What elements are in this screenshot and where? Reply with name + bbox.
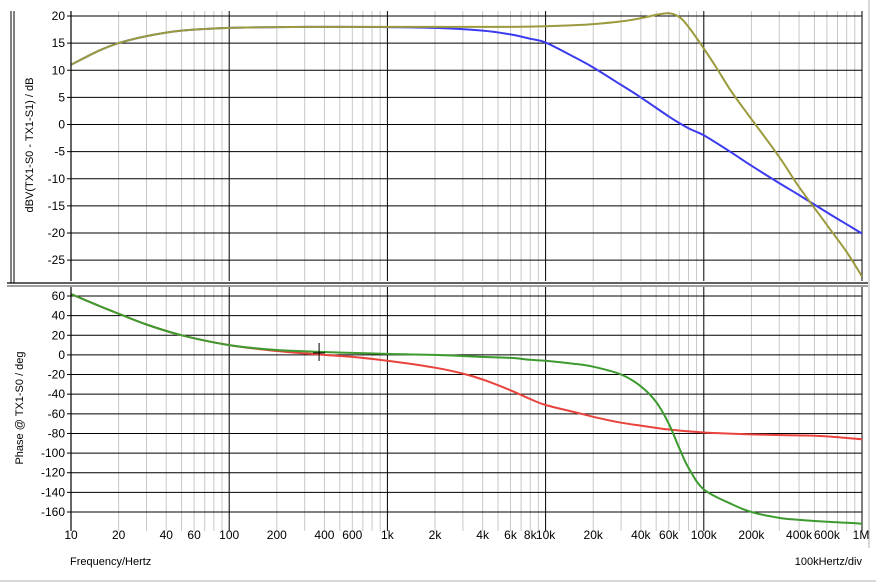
x-tick-label: 2k	[429, 528, 443, 542]
y-tick-label: -40	[48, 387, 66, 401]
y-tick-label: 15	[52, 36, 66, 50]
x-tick-label: 40k	[631, 528, 651, 542]
y-tick-label: -20	[48, 226, 66, 240]
x-tick-label: 40	[160, 528, 174, 542]
phase-series-line-2	[71, 293, 862, 525]
x-tick-label: 100k	[691, 528, 718, 542]
y-tick-label: -160	[41, 505, 65, 519]
cursor-crosshair	[313, 342, 326, 361]
y-tick-label: -120	[41, 466, 65, 480]
x-tick-label: 200k	[738, 528, 765, 542]
y-tick-label: -60	[48, 407, 66, 421]
x-tick-label: 4k	[476, 528, 490, 542]
x-tick-label: 20	[112, 528, 126, 542]
y-tick-label: 0	[58, 348, 65, 362]
y-tick-label: -20	[48, 368, 66, 382]
y-tick-label: -80	[48, 426, 66, 440]
y-tick-label: -5	[54, 145, 65, 159]
x-tick-label: 600	[342, 528, 362, 542]
x-tick-label: 400k	[786, 528, 813, 542]
x-tick-label: 100	[219, 528, 239, 542]
y-tick-label: 5	[58, 90, 65, 104]
y-axis-label-magnitude: dBV(TX1-S0 - TX1-S1) / dB	[24, 78, 36, 213]
x-tick-labels: 10 20 40 60 100 200 400 600 1k 2k 4k 6k 8k 10k 20k 40k 6…	[64, 528, 869, 542]
phase-panel: 60 40 20 0 -20 -40 -60 -80 -100 -120 -140 -160	[41, 287, 863, 531]
y-tick-label: 20	[52, 328, 66, 342]
mag-series-line-2	[71, 12, 862, 277]
x-tick-label: 60	[187, 528, 201, 542]
magnitude-panel: 20 15 10 5 0 -5 -10 -15 -20 -25	[48, 9, 863, 281]
y-tick-label: -25	[48, 253, 66, 267]
y-tick-label: -10	[48, 172, 66, 186]
y-tick-label: 40	[52, 309, 66, 323]
mag-series-line-1	[71, 25, 862, 235]
y-tick-label: -100	[41, 446, 65, 460]
y-tick-label: -15	[48, 199, 66, 213]
x-tick-label: 600k	[814, 528, 841, 542]
y-tick-label: 20	[52, 9, 66, 23]
x-scale-label: 100kHertz/div	[795, 556, 863, 568]
x-tick-label: 20k	[584, 528, 604, 542]
y-tick-label: 60	[52, 289, 66, 303]
x-tick-label: 200	[267, 528, 287, 542]
y-tick-label: 10	[52, 63, 66, 77]
x-tick-label: 400	[314, 528, 334, 542]
y-tick-label: -140	[41, 485, 65, 499]
x-tick-label: 1M	[853, 528, 870, 542]
x-tick-label: 8k	[524, 528, 538, 542]
x-axis-label: Frequency/Hertz	[70, 556, 151, 568]
x-tick-label: 6k	[504, 528, 518, 542]
x-tick-label: 60k	[659, 528, 679, 542]
x-tick-label: 1k	[381, 528, 395, 542]
x-tick-label: 10	[64, 528, 78, 542]
y-axis-label-phase: Phase @ TX1-S0 / deg	[14, 351, 26, 464]
x-tick-label: 10k	[536, 528, 556, 542]
y-tick-label: 0	[58, 118, 65, 132]
